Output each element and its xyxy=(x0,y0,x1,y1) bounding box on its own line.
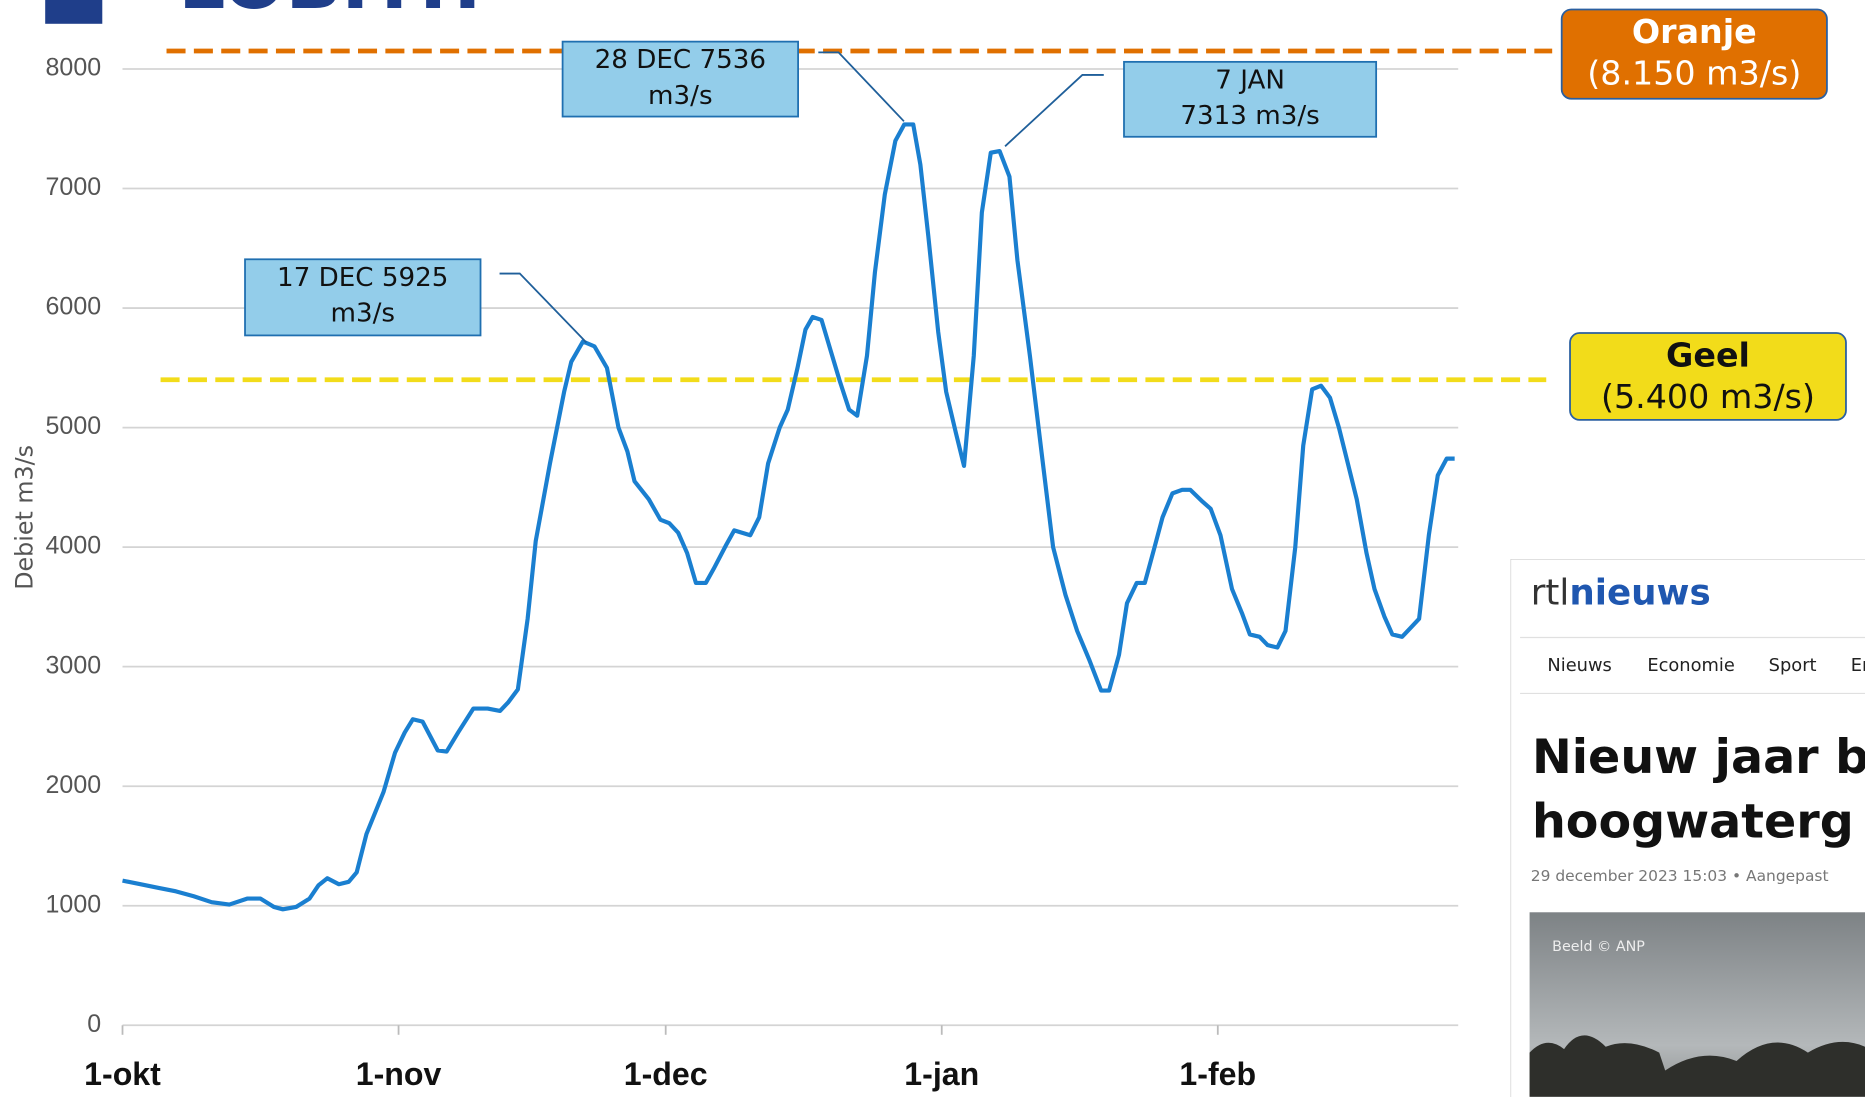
y-tick-label: 2000 xyxy=(46,771,102,799)
headline: Nieuw jaar b xyxy=(1532,730,1865,785)
threshold-box xyxy=(1560,8,1828,100)
annotation-box xyxy=(244,258,482,337)
threshold-label: (5.400 m3/s) xyxy=(1601,377,1815,416)
image-credit: Beeld © ANP xyxy=(1552,939,1645,955)
data-line xyxy=(122,122,1455,912)
nav-item[interactable]: Nieuws xyxy=(1547,655,1611,676)
title-badge xyxy=(45,0,103,24)
leader-line xyxy=(499,272,588,344)
nav-item[interactable]: Sport xyxy=(1769,655,1817,676)
title: LOBITH xyxy=(178,0,481,26)
plot: 0 1000 2000 3000 4000 5000 6000 7000 8000 1-okt 1-… xyxy=(46,8,1847,1092)
x-tick-label: 1-feb xyxy=(1179,1056,1256,1092)
threshold-box xyxy=(1569,332,1847,421)
x-tick-label: 1-nov xyxy=(356,1056,442,1092)
y-tick-label: 6000 xyxy=(46,293,102,321)
threshold-name: Geel xyxy=(1666,335,1750,374)
headline: hoogwaterg xyxy=(1532,794,1854,849)
annotation-text: 7 JAN xyxy=(1215,65,1285,95)
annotation-text: m3/s xyxy=(648,81,713,111)
y-tick-label: 8000 xyxy=(46,54,102,82)
annotation-box xyxy=(1123,60,1378,138)
nav-item[interactable]: Economie xyxy=(1647,655,1735,676)
leader-line xyxy=(1004,74,1104,147)
threshold-name: Oranje xyxy=(1632,12,1757,51)
annotation-text: 7313 m3/s xyxy=(1180,101,1319,131)
leader-line xyxy=(818,51,905,122)
y-axis-label: Debiet m3/s xyxy=(11,445,39,590)
annotation-box xyxy=(561,40,799,118)
annotation-text: m3/s xyxy=(330,299,395,329)
x-tick-label: 1-jan xyxy=(904,1056,979,1092)
x-tick-label: 1-okt xyxy=(84,1056,161,1092)
logo: rtlnieuws xyxy=(1531,573,1711,614)
annotation-text: 17 DEC 5925 xyxy=(277,263,448,293)
article-meta: 29 december 2023 15:03 • Aangepast xyxy=(1531,867,1829,885)
annotation-text: 28 DEC 7536 xyxy=(595,45,766,75)
image-trees xyxy=(1529,1035,1865,1097)
y-tick-label: 4000 xyxy=(46,532,102,560)
logo-main: nieuws xyxy=(1569,573,1710,614)
y-tick-label: 0 xyxy=(87,1010,101,1038)
y-tick-label: 7000 xyxy=(46,173,102,201)
y-tick-label: 3000 xyxy=(46,651,102,679)
news-inset: rtlnieuws Nieuws Economie Sport En Nieuw… xyxy=(1510,559,1865,1097)
x-tick-label: 1-dec xyxy=(624,1056,708,1092)
nav-item[interactable]: En xyxy=(1851,655,1865,676)
logo-prefix: rtl xyxy=(1531,573,1570,614)
threshold-label: (8.150 m3/s) xyxy=(1587,53,1801,92)
y-tick-label: 1000 xyxy=(46,890,102,918)
y-tick-label: 5000 xyxy=(46,412,102,440)
